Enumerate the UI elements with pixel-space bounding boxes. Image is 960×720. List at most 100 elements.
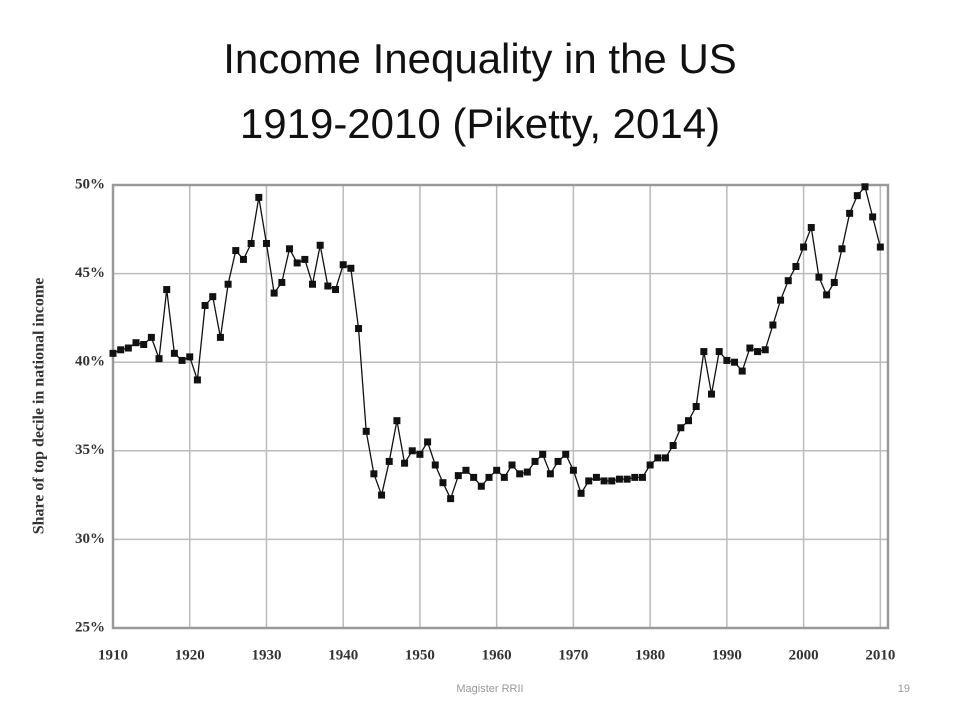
x-tick-label: 1960 (482, 647, 512, 663)
data-point (615, 475, 623, 483)
data-point (485, 473, 493, 481)
data-point (861, 183, 869, 191)
slide-subtitle: 1919-2010 (Piketty, 2014) (240, 100, 720, 147)
y-tick-label: 45% (75, 265, 105, 281)
data-point (807, 224, 815, 232)
data-point (731, 358, 739, 366)
data-point (508, 461, 516, 469)
data-point (784, 277, 792, 285)
data-point (117, 346, 125, 354)
data-point (777, 296, 785, 304)
y-tick-label: 40% (75, 354, 105, 370)
data-point (500, 473, 508, 481)
data-point (239, 255, 247, 263)
data-point (585, 477, 593, 485)
x-tick-label: 1920 (175, 647, 205, 663)
x-tick-label: 1940 (328, 647, 358, 663)
data-point (224, 280, 232, 288)
data-point (324, 282, 332, 290)
data-point (830, 278, 838, 286)
data-point (754, 348, 762, 356)
data-point (454, 472, 462, 480)
data-point (761, 346, 769, 354)
data-point (255, 193, 263, 201)
data-point (316, 241, 324, 249)
data-point (638, 473, 646, 481)
data-point (332, 286, 340, 294)
data-point (186, 353, 194, 361)
data-point (769, 321, 777, 329)
data-point (823, 291, 831, 299)
page-number: 19 (898, 683, 910, 695)
data-point (661, 454, 669, 462)
data-point (262, 239, 270, 247)
data-point (516, 470, 524, 478)
x-tick-label: 1930 (251, 647, 281, 663)
data-point (470, 473, 478, 481)
data-point (347, 264, 355, 272)
data-point (124, 344, 132, 352)
data-point (462, 466, 470, 474)
data-point (278, 278, 286, 286)
x-tick-label: 1980 (635, 647, 665, 663)
data-point (677, 424, 685, 432)
x-tick-label: 2010 (865, 647, 895, 663)
data-point (631, 473, 639, 481)
data-point (531, 457, 539, 465)
data-point (132, 339, 140, 347)
data-point (493, 466, 501, 474)
data-point (178, 356, 186, 364)
data-point (416, 450, 424, 458)
plot-frame (111, 183, 890, 630)
data-point (654, 454, 662, 462)
data-point (355, 325, 363, 333)
data-point (339, 261, 347, 269)
data-point (424, 438, 432, 446)
data-point (708, 390, 716, 398)
data-point (155, 355, 163, 363)
data-point (869, 213, 877, 221)
data-point (285, 245, 293, 253)
data-point (170, 349, 178, 357)
data-point (385, 457, 393, 465)
data-point (646, 461, 654, 469)
data-point (608, 477, 616, 485)
data-point (301, 255, 309, 263)
data-point (477, 482, 485, 490)
data-point (723, 356, 731, 364)
x-tick-label: 1970 (558, 647, 588, 663)
data-point (431, 461, 439, 469)
data-point (270, 289, 278, 297)
data-point (232, 247, 240, 255)
slide-title: Income Inequality in the US (223, 35, 737, 82)
data-point (569, 466, 577, 474)
data-point (362, 427, 370, 435)
data-point (216, 333, 224, 341)
data-point (577, 489, 585, 497)
x-tick-label: 1990 (712, 647, 742, 663)
x-tick-label: 1910 (98, 647, 128, 663)
data-point (408, 447, 416, 455)
data-point (792, 263, 800, 271)
data-point (700, 348, 708, 356)
y-tick-label: 50% (75, 176, 105, 192)
y-tick-label: 35% (75, 442, 105, 458)
data-point (846, 209, 854, 217)
data-point (378, 491, 386, 499)
y-tick-label: 25% (75, 619, 105, 635)
data-point (669, 441, 677, 449)
data-point (592, 473, 600, 481)
data-point (309, 280, 317, 288)
data-point (692, 403, 700, 410)
data-point (393, 417, 401, 425)
data-point (800, 243, 808, 251)
y-tick-label: 30% (75, 531, 105, 547)
data-point (562, 450, 570, 458)
data-point (746, 344, 754, 352)
data-point (370, 470, 378, 478)
data-point (247, 239, 255, 247)
data-point (209, 293, 217, 301)
data-point (163, 286, 171, 294)
data-point (140, 340, 148, 348)
